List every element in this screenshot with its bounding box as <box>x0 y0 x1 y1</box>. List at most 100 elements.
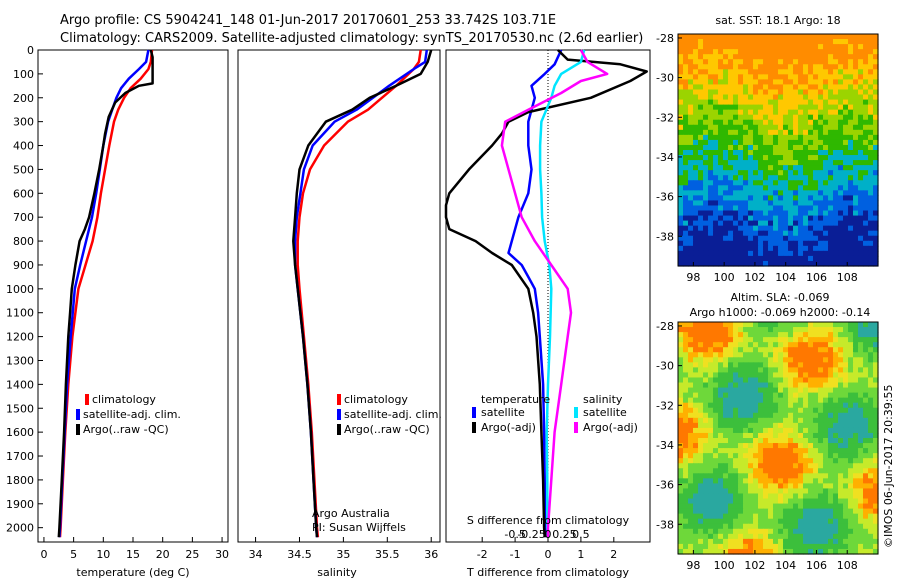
map-cell <box>868 195 874 202</box>
map-cell <box>713 69 719 75</box>
map-cell <box>733 44 739 50</box>
map-cell <box>693 245 699 252</box>
map-cell <box>863 99 869 106</box>
map-cell <box>688 215 694 222</box>
map-cell <box>743 59 749 65</box>
map-cell <box>728 402 734 409</box>
map-cell <box>738 205 744 212</box>
map-cell <box>853 513 859 520</box>
map-cell <box>753 64 759 70</box>
map-cell <box>773 190 779 196</box>
map-cell <box>838 468 844 474</box>
map-cell <box>753 362 759 368</box>
map-cell <box>873 134 879 141</box>
map-cell <box>833 195 839 202</box>
map-cell <box>783 89 789 96</box>
map-cell <box>758 44 764 50</box>
map-cell <box>728 59 734 65</box>
map-cell <box>693 513 699 520</box>
map-cell <box>723 342 729 348</box>
map-cell <box>708 74 714 80</box>
map-cell <box>713 59 719 65</box>
map-cell <box>868 200 874 207</box>
map-cell <box>723 473 729 479</box>
map-cell <box>778 473 784 479</box>
map-cell <box>803 337 809 343</box>
sla-map-panel: Altim. SLA: -0.069 Argo h1000: -0.069 h2… <box>656 291 879 572</box>
map-cell <box>698 170 704 176</box>
map-cell <box>763 412 769 419</box>
map-cell <box>803 99 809 106</box>
map-cell <box>848 397 854 404</box>
map-cell <box>748 543 754 550</box>
map-cell <box>868 327 874 333</box>
map-cell <box>773 104 779 111</box>
map-cell <box>813 205 819 212</box>
map-cell <box>693 392 699 399</box>
map-cell <box>823 245 829 252</box>
map-cell <box>763 528 769 535</box>
map-cell <box>788 165 794 171</box>
map-cell <box>833 407 839 414</box>
map-cell <box>748 260 754 267</box>
map-cell <box>768 150 774 156</box>
map-cell <box>813 165 819 171</box>
map-cell <box>708 513 714 520</box>
map-cell <box>738 362 744 368</box>
map-cell <box>848 377 854 384</box>
map-cell <box>718 255 724 262</box>
map-cell <box>763 432 769 439</box>
map-cell <box>848 79 854 86</box>
map-cell <box>688 362 694 368</box>
map-cell <box>763 387 769 394</box>
map-cell <box>753 528 759 535</box>
map-cell <box>693 240 699 247</box>
map-cell <box>788 533 794 540</box>
map-cell <box>808 155 814 161</box>
map-cell <box>693 104 699 111</box>
map-cell <box>833 432 839 439</box>
map-cell <box>778 448 784 454</box>
map-cell <box>803 412 809 419</box>
map-cell <box>763 538 769 545</box>
map-cell <box>778 342 784 348</box>
map-cell <box>868 94 874 101</box>
map-cell <box>778 498 784 505</box>
map-cell <box>848 322 854 328</box>
map-cell <box>808 175 814 181</box>
map-cell <box>813 104 819 111</box>
map-cell <box>718 453 724 459</box>
map-cell <box>853 124 859 131</box>
map-cell <box>843 44 849 50</box>
map-cell <box>798 225 804 232</box>
map-cell <box>718 69 724 75</box>
map-cell <box>703 533 709 540</box>
map-cell <box>838 114 844 121</box>
map-cell <box>693 49 699 55</box>
map-cell <box>863 205 869 212</box>
map-cell <box>768 432 774 439</box>
map-cell <box>713 367 719 374</box>
map-cell <box>768 170 774 176</box>
map-cell <box>763 533 769 540</box>
map-cell <box>698 417 704 424</box>
map-cell <box>723 448 729 454</box>
map-cell <box>753 367 759 374</box>
map-cell <box>773 220 779 227</box>
map-cell <box>698 322 704 328</box>
map-cell <box>693 473 699 479</box>
map-cell <box>833 543 839 550</box>
map-cell <box>763 483 769 490</box>
map-cell <box>813 54 819 60</box>
map-cell <box>758 245 764 252</box>
map-cell <box>798 473 804 479</box>
map-cell <box>718 327 724 333</box>
map-cell <box>793 134 799 141</box>
map-cell <box>863 528 869 535</box>
map-cell <box>748 427 754 434</box>
map-cell <box>843 362 849 368</box>
map-cell <box>688 392 694 399</box>
legend-t-satellite-label: satellite <box>481 406 525 419</box>
map-cell <box>698 44 704 50</box>
map-cell <box>778 543 784 550</box>
